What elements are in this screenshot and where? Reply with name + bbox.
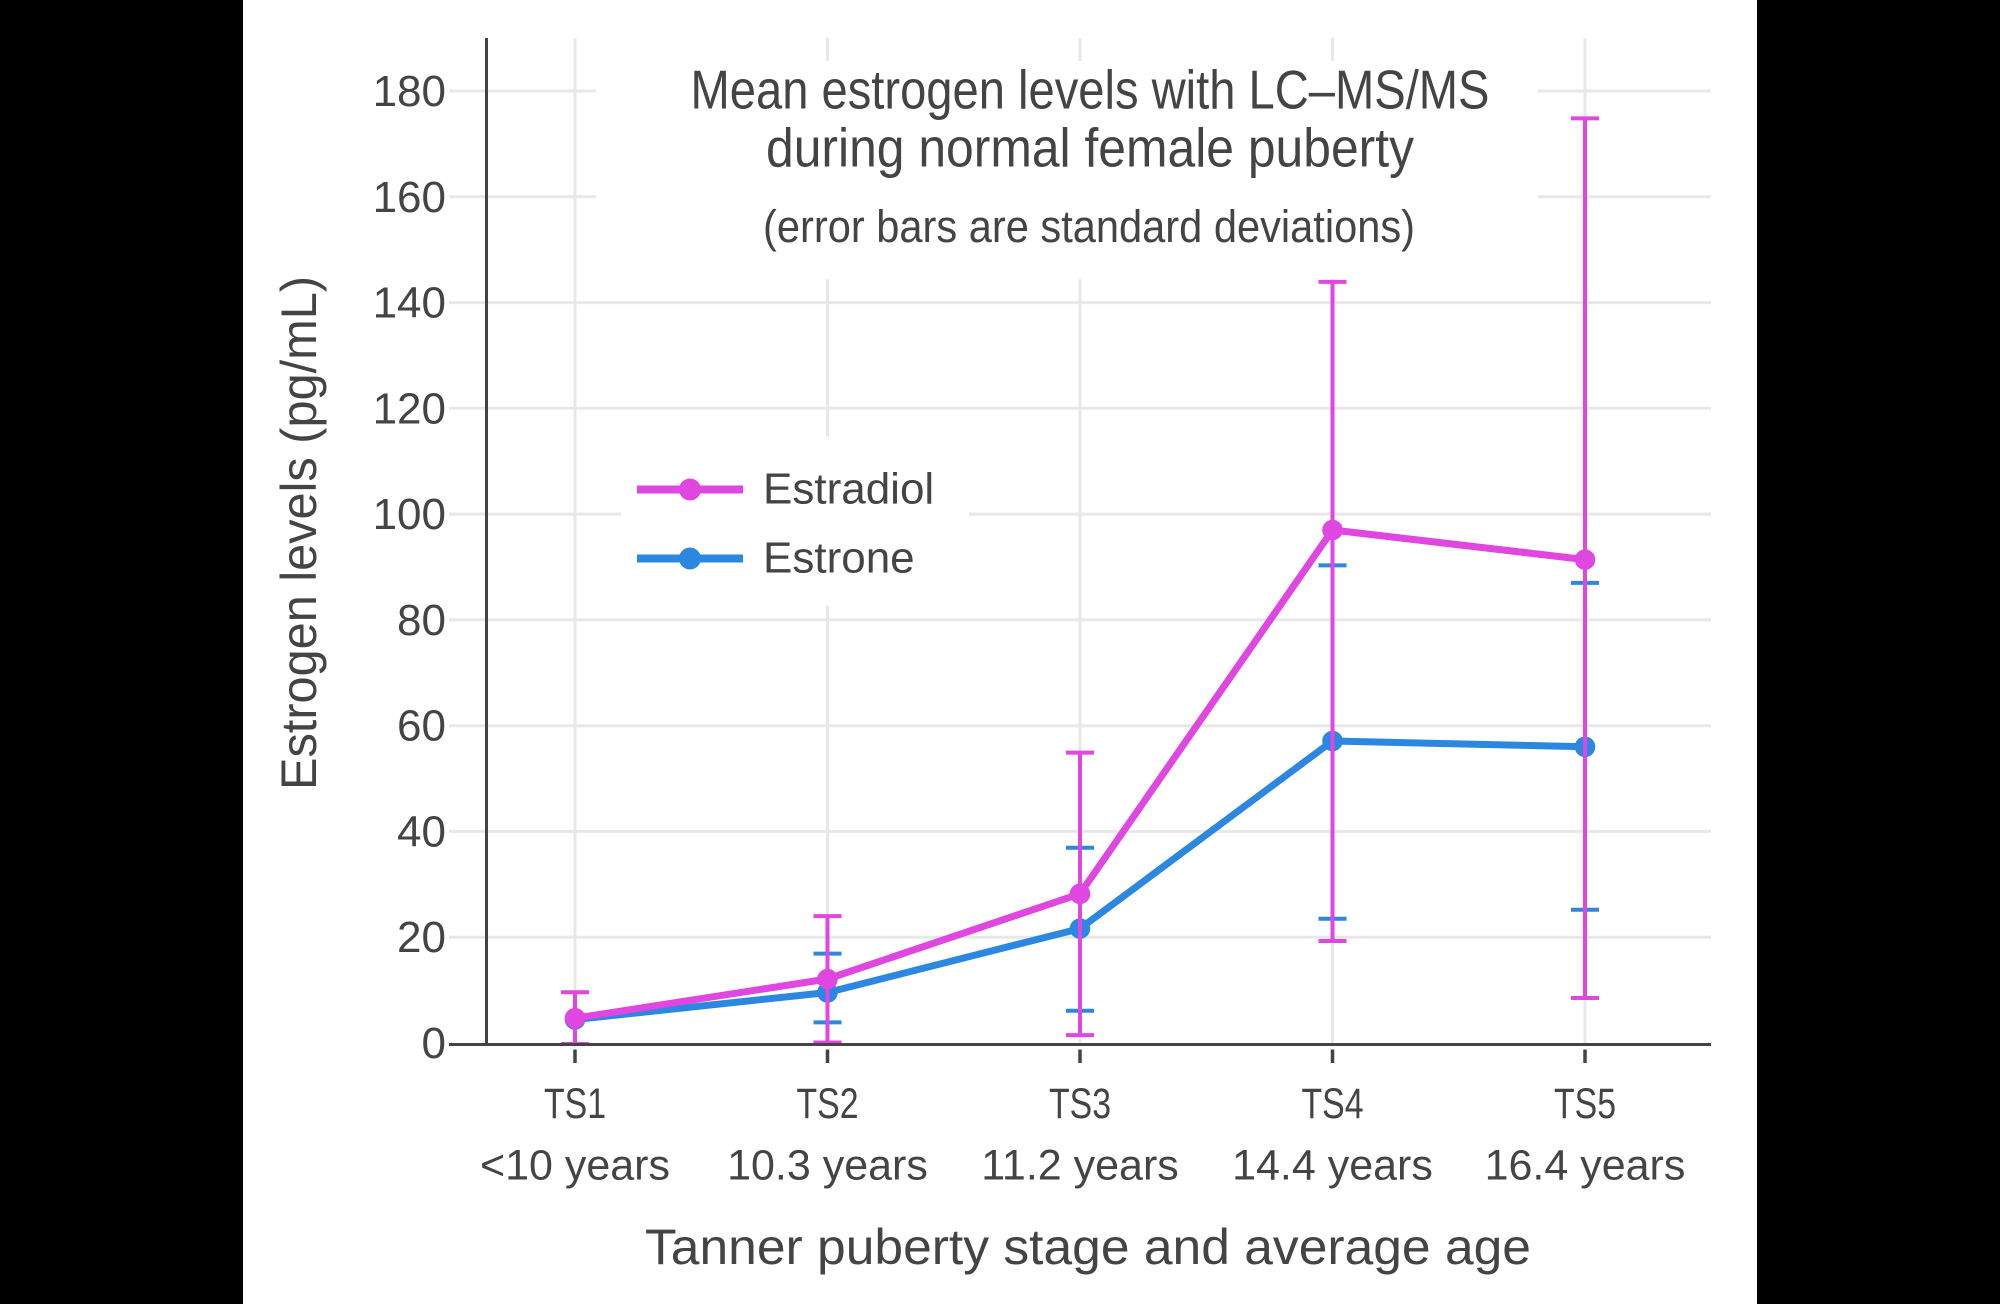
svg-text:TS5: TS5 [1554,1080,1616,1128]
svg-text:120: 120 [373,384,446,433]
svg-text:Mean estrogen levels with LC–M: Mean estrogen levels with LC–MS/MS [691,59,1490,121]
svg-text:0: 0 [422,1019,446,1068]
svg-text:Estrogen levels (pg/mL): Estrogen levels (pg/mL) [271,276,327,790]
svg-text:(error bars are standard devia: (error bars are standard deviations) [763,201,1415,252]
svg-text:80: 80 [397,596,446,645]
svg-text:180: 180 [373,67,446,116]
svg-text:14.4 years: 14.4 years [1232,1142,1433,1190]
svg-text:140: 140 [373,279,446,328]
svg-text:<10 years: <10 years [480,1142,670,1190]
svg-text:160: 160 [373,173,446,222]
svg-text:16.4 years: 16.4 years [1485,1142,1686,1190]
svg-text:Estradiol: Estradiol [763,465,934,514]
svg-text:TS1: TS1 [544,1080,606,1128]
svg-text:40: 40 [397,807,446,856]
svg-text:TS4: TS4 [1302,1080,1364,1128]
svg-text:during normal female puberty: during normal female puberty [766,116,1414,178]
svg-text:100: 100 [373,490,446,539]
svg-text:Tanner puberty stage and avera: Tanner puberty stage and average age [645,1219,1531,1275]
svg-text:11.2 years: 11.2 years [981,1142,1179,1190]
svg-text:TS3: TS3 [1049,1080,1111,1128]
svg-text:20: 20 [397,913,446,962]
svg-text:TS2: TS2 [797,1080,859,1128]
svg-text:60: 60 [397,702,446,751]
svg-text:Estrone: Estrone [763,534,915,583]
svg-text:10.3 years: 10.3 years [727,1142,928,1190]
